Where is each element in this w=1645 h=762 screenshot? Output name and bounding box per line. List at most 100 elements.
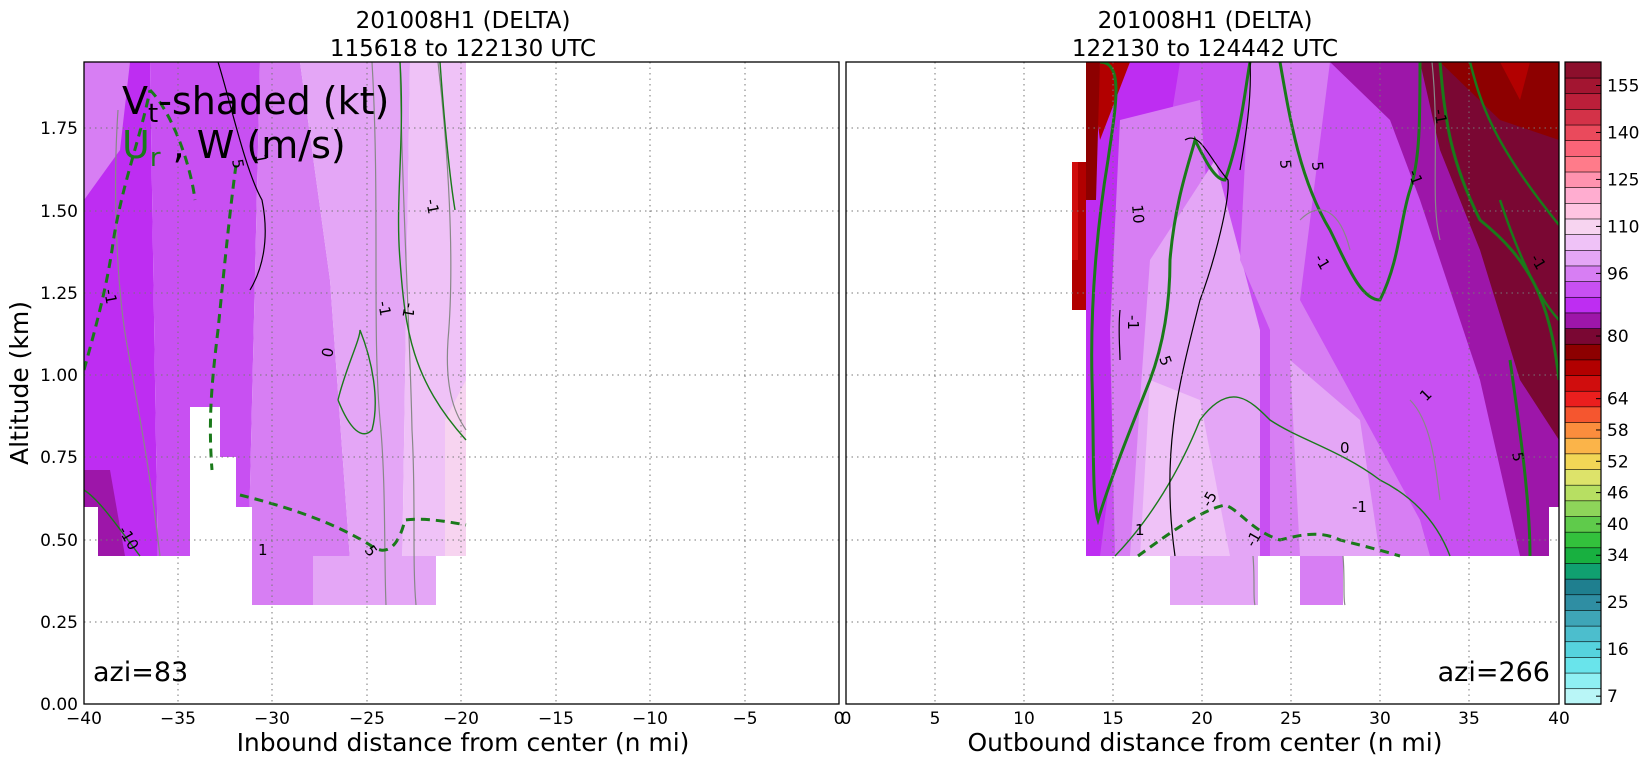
contour-label: -1 [1352,498,1367,516]
colorbar-cell [1564,641,1602,658]
svg-text:−20: −20 [443,709,479,729]
svg-text:35: 35 [1458,709,1480,729]
ur-contour [84,489,141,557]
contour-label: -1 [1124,315,1142,330]
svg-text:Ur , W (m/s): Ur , W (m/s) [122,123,346,173]
svg-text:0: 0 [834,709,845,729]
left-x-axis-label: Inbound distance from center (n mi) [237,728,690,757]
vt-band [1500,62,1530,100]
no-data-mask [1072,62,1086,162]
right-azimuth-label: azi=266 [1438,657,1550,688]
svg-text:−25: −25 [349,709,385,729]
colorbar-cell [1564,343,1602,361]
colorbar-cell [1564,171,1602,188]
colorbar-tick-label: 110 [1607,217,1639,237]
svg-text:0.50: 0.50 [40,531,78,551]
w-contour [1118,309,1121,361]
contour-label: 5 [228,158,247,171]
w-contour [437,62,467,431]
colorbar-cell [1564,77,1602,95]
y-axis-label: Altitude (km) [5,301,34,465]
colorbar-tick-label: 80 [1607,327,1629,347]
contour-label: 1 [251,153,270,166]
colorbar-tick-label: 155 [1607,76,1639,96]
ur-contour [1438,62,1559,381]
svg-text:20: 20 [1191,709,1213,729]
right-subtitle: 122130 to 124442 UTC [1072,36,1338,62]
colorbar-tick-label: 125 [1607,170,1639,190]
contour-label: -1 [374,300,394,318]
colorbar-cell [1564,406,1602,423]
svg-text:−15: −15 [538,709,574,729]
no-data-mask [846,62,1072,704]
colorbar-cell [1564,108,1602,126]
left-subtitle: 115618 to 122130 UTC [330,36,596,62]
svg-text:0: 0 [841,709,852,729]
colorbar-tick-label: 40 [1607,515,1629,535]
colorbar-cell [1564,359,1602,376]
ur-contour [1090,62,1252,526]
vt-band [1086,62,1100,200]
no-data-mask [313,556,436,605]
colorbar-cell [1564,61,1602,79]
colorbar-cell [1564,139,1602,157]
colorbar-tick-label: 7 [1607,687,1618,707]
ur-contour [208,164,238,471]
left-shading: -1 5 1 -1 -1 -1 0 -10 1 5 [84,62,839,704]
svg-text:Vt-shaded (kt): Vt-shaded (kt) [122,79,389,129]
colorbar-cell [1564,155,1602,173]
contour-label: 1 [258,541,268,559]
colorbar-cell [1564,468,1602,486]
colorbar-cell [1564,421,1602,439]
ur-contour [1114,396,1451,557]
no-data-mask [1170,556,1258,605]
colorbar-cell [1564,437,1602,455]
colorbar-cells [1564,61,1602,705]
vt-band [1072,162,1078,262]
svg-text:10: 10 [1013,709,1035,729]
right-panel: 10 5 5 0 -5 5 -1 1 -1 -1 1 -1 -1 -1 -1 5 [841,61,1570,757]
colorbar-cell [1564,672,1602,690]
ur-contour [239,493,467,552]
svg-text:0.25: 0.25 [40,613,78,633]
colorbar-cell [1564,327,1602,345]
colorbar-cell [1564,562,1602,580]
colorbar-cell [1564,578,1602,596]
colorbar-cell [1564,312,1602,329]
colorbar-tick-label: 16 [1607,640,1629,660]
colorbar-tick-label: 25 [1607,593,1629,613]
vt-band [84,62,130,200]
contour-label: 5 [1308,161,1327,172]
colorbar: 7 16 25 34 40 46 52 58 64 80 96 110 125 140 155 [1564,61,1639,707]
colorbar-frame [1564,61,1602,705]
contour-label: -1 [1430,108,1450,126]
vt-band [245,62,360,700]
contour-label: -1 [1404,167,1426,187]
no-data-mask [1300,556,1343,605]
w-contour [399,62,417,606]
w-contour [1239,62,1251,171]
contour-label: 1 [1135,521,1145,539]
legend-vt-sub: t [148,99,158,129]
svg-text:−30: −30 [254,709,290,729]
colorbar-cell [1564,609,1602,627]
colorbar-cell [1564,296,1602,314]
no-data-mask [1072,310,1086,704]
w-contour [1299,209,1351,251]
ur-contour [337,329,376,435]
no-data-mask [190,407,252,556]
contour-label: 0 [1340,439,1350,457]
svg-text:5: 5 [930,709,941,729]
ur-contour [397,62,467,441]
vt-band [1440,62,1559,140]
w-contour [1169,137,1229,557]
svg-text:30: 30 [1369,709,1391,729]
svg-text:0.00: 0.00 [40,695,78,715]
legend-w: , W (m/s) [161,123,346,167]
svg-text:1.50: 1.50 [40,202,78,222]
colorbar-cell [1564,390,1602,408]
w-contour [1342,555,1346,606]
contour-label: -1 [100,288,120,306]
legend-ur-sub: r [150,143,161,173]
left-azimuth-label: azi=83 [93,657,188,688]
